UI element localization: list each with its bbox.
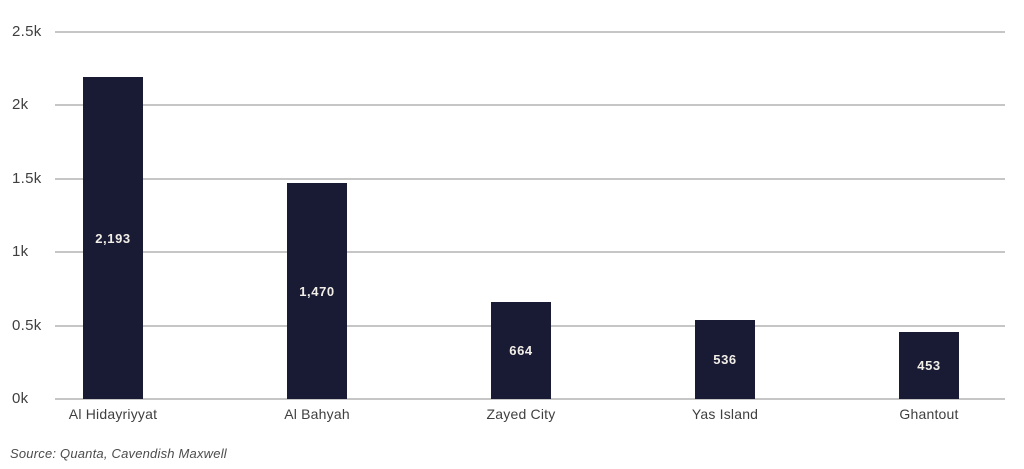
y-tick-label: 0.5k: [12, 316, 42, 334]
gridline: [55, 398, 1005, 400]
x-tick-label: Al Bahyah: [284, 406, 350, 422]
gridline: [55, 104, 1005, 107]
bar-value-label: 2,193: [95, 230, 131, 246]
bar-yas-island: 536: [695, 320, 755, 399]
gridline: [55, 31, 1005, 33]
y-tick-label: 2k: [12, 96, 29, 114]
bar-al-bahyah: 1,470: [287, 183, 347, 399]
x-tick-label: Al Hidayriyyat: [68, 406, 158, 422]
bar-value-label: 664: [509, 342, 533, 358]
x-tick-label: Yas Island: [691, 406, 759, 422]
bar-zayed-city: 664: [491, 301, 551, 399]
bar-value-label: 536: [713, 352, 737, 368]
gridline: [55, 177, 1005, 180]
y-tick-label: 0k: [12, 390, 29, 407]
bar-value-label: 1,470: [299, 283, 335, 299]
y-tick-label: 1.5k: [12, 169, 42, 187]
x-tick-label: Ghantout: [899, 406, 959, 422]
x-tick-label: Zayed City: [486, 406, 556, 422]
gridline: [55, 251, 1005, 254]
bar-ghantout: 453: [899, 332, 959, 399]
bar-value-label: 453: [917, 358, 941, 374]
y-tick-label: 1k: [12, 243, 29, 261]
bar-al-hidayriyyat: 2,193: [83, 77, 143, 399]
y-tick-label: 2.5k: [12, 23, 42, 40]
source-note: Source: Quanta, Cavendish Maxwell: [10, 446, 227, 461]
